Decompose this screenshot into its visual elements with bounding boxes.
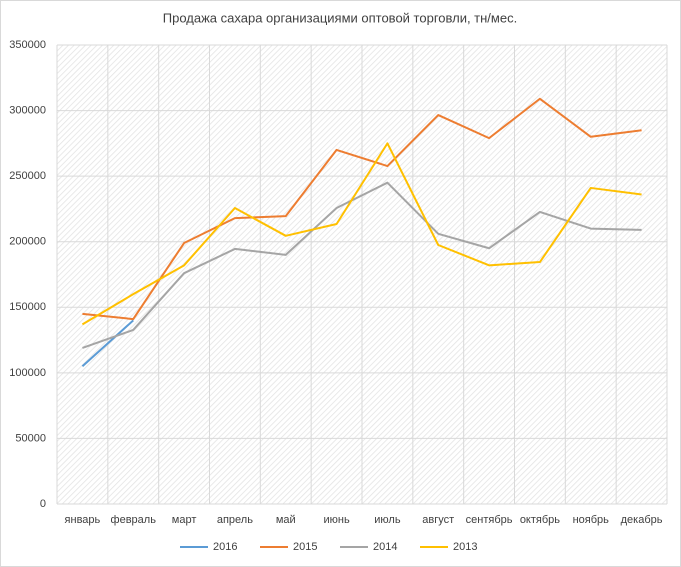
x-tick-label: ноябрь	[573, 514, 610, 526]
series-line	[81, 142, 642, 326]
legend-label: 2014	[373, 541, 397, 553]
x-tick-label: сентябрь	[466, 514, 513, 526]
x-tick-label: март	[172, 514, 197, 526]
x-tick-label: апрель	[217, 514, 253, 526]
x-tick-label: февраль	[111, 514, 157, 526]
y-tick-label: 300000	[9, 104, 46, 116]
series-line	[82, 181, 642, 349]
x-tick-label: август	[422, 514, 454, 526]
x-tick-label: июнь	[323, 514, 349, 526]
y-tick-label: 50000	[15, 432, 46, 444]
x-tick-label: декабрь	[621, 514, 663, 526]
y-tick-label: 200000	[9, 236, 46, 248]
x-tick-label: октябрь	[520, 514, 560, 526]
legend-label: 2016	[213, 541, 237, 553]
y-tick-label: 100000	[9, 367, 46, 379]
y-tick-label: 350000	[9, 39, 46, 51]
legend-label: 2015	[293, 541, 317, 553]
series-line	[81, 319, 134, 368]
x-tick-label: январь	[65, 514, 101, 526]
series-line	[82, 97, 642, 321]
y-tick-label: 250000	[9, 170, 46, 182]
chart-title: Продажа сахара организациями оптовой тор…	[163, 10, 517, 25]
legend-label: 2013	[453, 541, 477, 553]
y-tick-label: 0	[40, 498, 46, 510]
y-tick-label: 150000	[9, 301, 46, 313]
x-tick-label: июль	[374, 514, 401, 526]
x-tick-label: май	[276, 514, 296, 526]
